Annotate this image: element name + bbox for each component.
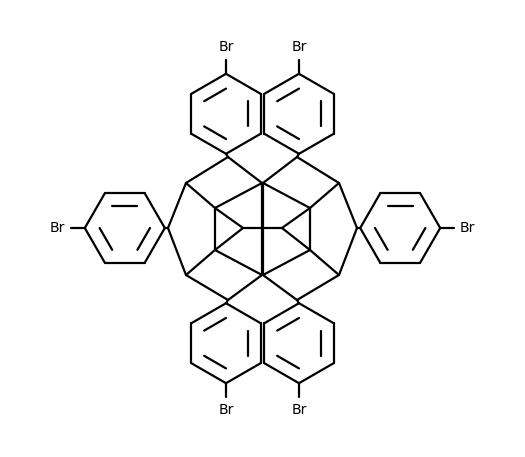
Text: Br: Br <box>218 403 234 417</box>
Text: Br: Br <box>291 40 307 54</box>
Text: Br: Br <box>218 40 234 54</box>
Text: Br: Br <box>50 221 66 235</box>
Text: Br: Br <box>291 403 307 417</box>
Text: Br: Br <box>459 221 475 235</box>
